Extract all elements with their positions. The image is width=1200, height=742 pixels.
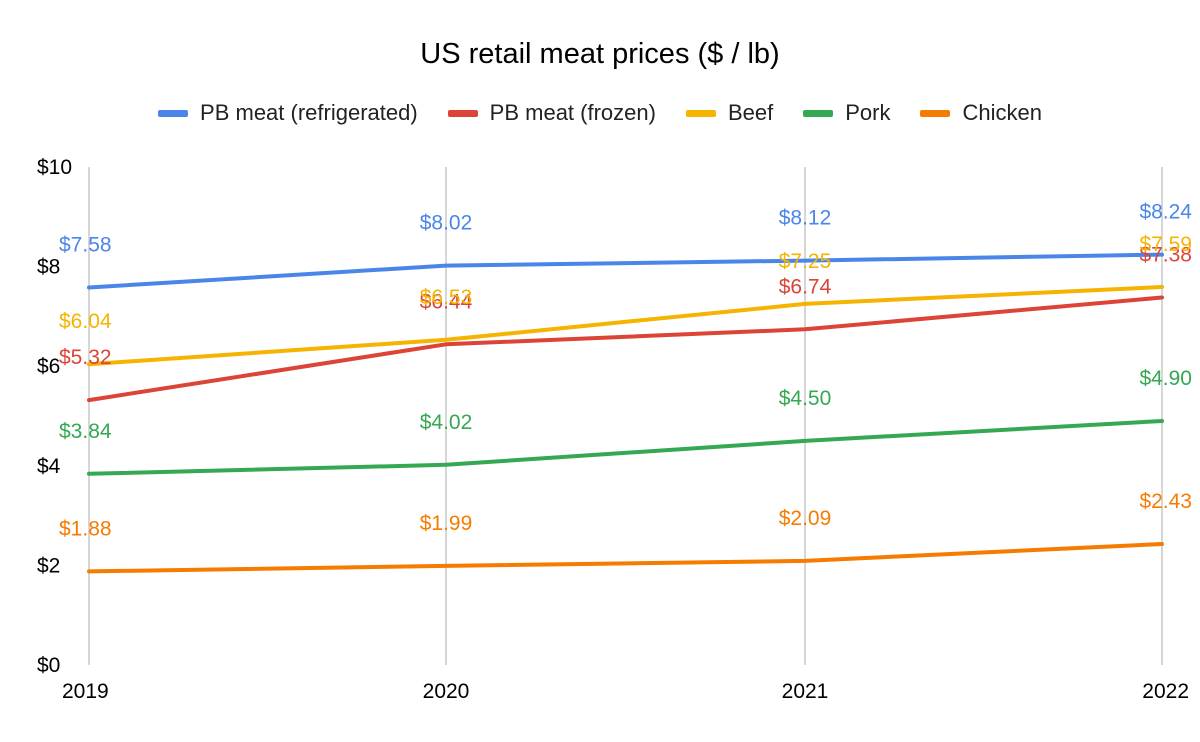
data-label-beef: $6.53 [420, 286, 473, 309]
legend-swatch [447, 109, 478, 117]
y-tick-label: $6 [37, 355, 60, 378]
data-label-pork: $3.84 [59, 420, 112, 443]
legend-swatch [803, 109, 834, 117]
data-label-beef: $7.59 [1139, 233, 1192, 256]
y-tick-label: $2 [37, 554, 60, 577]
legend: PB meat (refrigerated) PB meat (frozen) Be… [0, 100, 1200, 126]
data-label-chicken: $2.43 [1139, 490, 1192, 513]
y-tick-label: $4 [37, 455, 61, 478]
data-label-pork: $4.02 [420, 411, 473, 434]
legend-item-beef: Beef [685, 100, 774, 126]
data-label-chicken: $2.09 [779, 507, 832, 530]
y-tick-label: $0 [37, 654, 60, 677]
series-line-chicken [87, 542, 1164, 574]
legend-swatch [685, 109, 716, 117]
x-tick-label: 2019 [62, 680, 109, 703]
legend-swatch [920, 109, 951, 117]
series-line-pb-meat-frozen [87, 295, 1164, 403]
data-label-beef: $6.04 [59, 310, 112, 333]
chart-title: US retail meat prices ($ / lb) [420, 38, 780, 70]
data-label-pb-meat-frozen: $7.38 [1139, 243, 1192, 266]
data-label-chicken: $1.88 [59, 517, 112, 540]
y-tick-label: $10 [37, 156, 72, 179]
legend-item-pb-meat-refrigerated: PB meat (refrigerated) [158, 100, 418, 126]
x-tick-label: 2022 [1142, 680, 1189, 703]
data-label-pork: $4.50 [779, 387, 832, 410]
data-label-pb-meat-refrigerated: $8.24 [1139, 201, 1192, 224]
series-line-beef [87, 285, 1164, 367]
series-line-pork [87, 419, 1164, 476]
data-label-pb-meat-refrigerated: $7.58 [59, 234, 112, 257]
legend-label: PB meat (refrigerated) [200, 100, 418, 125]
x-tick-label: 2021 [782, 680, 829, 703]
legend-label: Pork [845, 100, 891, 125]
y-tick-label: $8 [37, 256, 60, 279]
series-line-pb-meat-refrigerated [87, 252, 1164, 290]
data-label-pb-meat-frozen: $6.44 [420, 290, 473, 313]
legend-label: Chicken [962, 100, 1042, 125]
x-tick-label: 2020 [423, 680, 470, 703]
data-label-pb-meat-refrigerated: $8.02 [420, 212, 473, 235]
data-label-beef: $7.25 [779, 250, 832, 273]
legend-label: Beef [727, 100, 774, 125]
data-label-pork: $4.90 [1139, 367, 1192, 390]
legend-label: PB meat (frozen) [489, 100, 656, 125]
data-label-chicken: $1.99 [420, 512, 473, 535]
legend-swatch [158, 109, 189, 117]
data-label-pb-meat-refrigerated: $8.12 [779, 207, 832, 230]
legend-item-pork: Pork [803, 100, 890, 126]
data-label-pb-meat-frozen: $5.32 [59, 346, 112, 369]
legend-item-pb-meat-frozen: PB meat (frozen) [447, 100, 656, 126]
data-label-pb-meat-frozen: $6.74 [779, 275, 832, 298]
legend-item-chicken: Chicken [920, 100, 1042, 126]
